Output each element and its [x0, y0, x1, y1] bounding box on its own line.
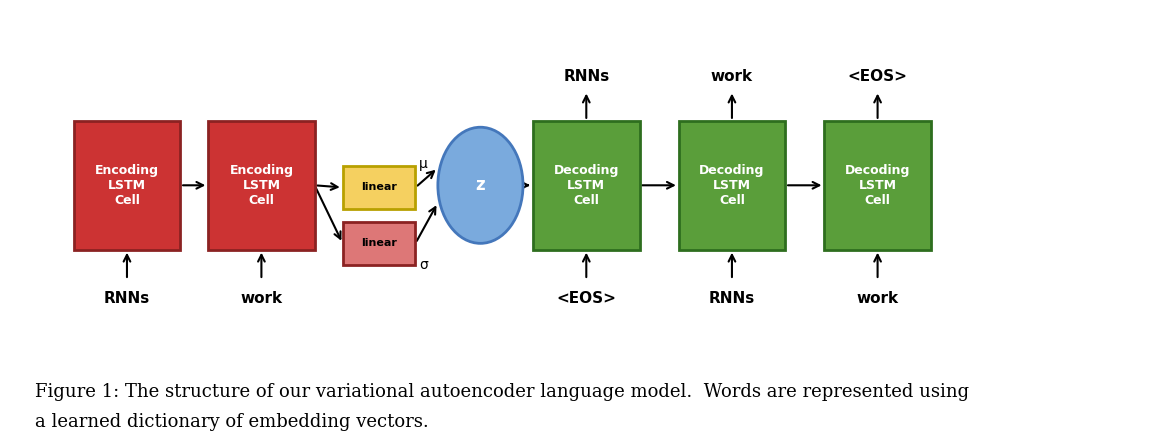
- Text: linear: linear: [361, 182, 397, 193]
- Text: RNNs: RNNs: [564, 69, 609, 84]
- Text: Encoding
LSTM
Cell: Encoding LSTM Cell: [230, 164, 293, 207]
- FancyBboxPatch shape: [343, 166, 415, 209]
- Text: Decoding
LSTM
Cell: Decoding LSTM Cell: [845, 164, 910, 207]
- Text: linear: linear: [361, 238, 397, 248]
- Text: <EOS>: <EOS>: [847, 69, 908, 84]
- Text: z: z: [476, 177, 485, 194]
- Text: σ: σ: [419, 258, 427, 272]
- Text: RNNs: RNNs: [104, 291, 151, 306]
- FancyBboxPatch shape: [679, 121, 785, 250]
- Text: Encoding
LSTM
Cell: Encoding LSTM Cell: [95, 164, 159, 207]
- FancyBboxPatch shape: [824, 121, 931, 250]
- Text: work: work: [857, 291, 899, 306]
- Text: Decoding
LSTM
Cell: Decoding LSTM Cell: [553, 164, 619, 207]
- FancyBboxPatch shape: [208, 121, 315, 250]
- Ellipse shape: [438, 127, 523, 243]
- Text: μ: μ: [419, 157, 427, 171]
- Text: Figure 1: The structure of our variational autoencoder language model.  Words ar: Figure 1: The structure of our variation…: [35, 383, 969, 401]
- Text: a learned dictionary of embedding vectors.: a learned dictionary of embedding vector…: [35, 413, 428, 431]
- FancyBboxPatch shape: [74, 121, 180, 250]
- Text: work: work: [240, 291, 282, 306]
- FancyBboxPatch shape: [343, 222, 415, 265]
- Text: <EOS>: <EOS>: [557, 291, 616, 306]
- Text: RNNs: RNNs: [708, 291, 755, 306]
- Text: Decoding
LSTM
Cell: Decoding LSTM Cell: [699, 164, 764, 207]
- Text: work: work: [711, 69, 753, 84]
- FancyBboxPatch shape: [533, 121, 640, 250]
